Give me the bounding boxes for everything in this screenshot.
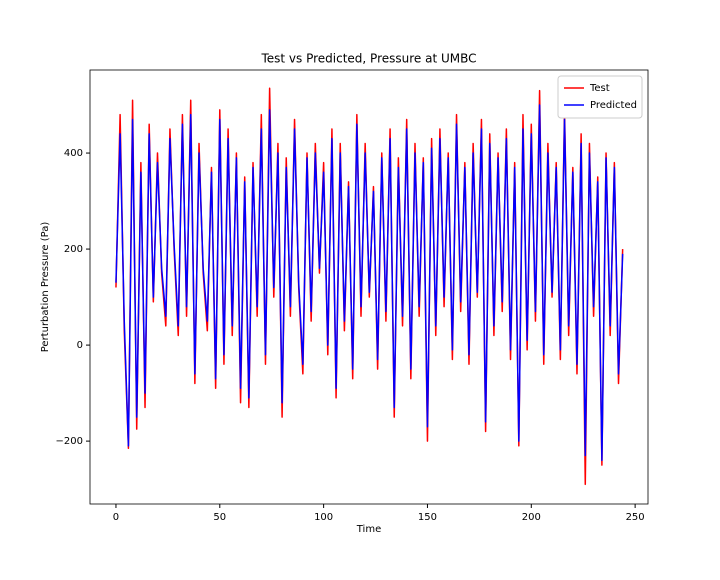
plot-frame (89, 69, 649, 505)
x-tick-label: 150 (418, 512, 437, 523)
x-tick-label: 100 (314, 512, 333, 523)
legend-box (557, 75, 643, 119)
chart-title: Test vs Predicted, Pressure at UMBC (260, 52, 476, 66)
x-tick-label: 200 (522, 512, 541, 523)
legend-label: Predicted (590, 100, 637, 111)
x-tick-label: 0 (113, 512, 119, 523)
data-line (115, 104, 624, 462)
legend-label: Test (589, 83, 610, 94)
y-tick-label: 400 (64, 148, 83, 159)
y-tick-label: −200 (56, 436, 83, 447)
x-tick-label: 250 (626, 512, 645, 523)
x-axis-label: Time (356, 524, 381, 535)
x-tick-label: 50 (213, 512, 226, 523)
y-tick-label: 200 (64, 244, 83, 255)
y-axis-label: Perturbation Pressure (Pa) (40, 222, 51, 353)
y-tick-label: 0 (77, 340, 83, 351)
